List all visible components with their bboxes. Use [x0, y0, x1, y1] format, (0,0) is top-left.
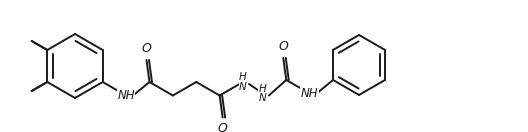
Text: O: O: [142, 42, 152, 55]
Text: NH: NH: [301, 87, 318, 100]
Text: O: O: [278, 40, 288, 53]
Text: H
N: H N: [239, 72, 247, 92]
Text: H
N: H N: [259, 84, 267, 103]
Text: NH: NH: [117, 89, 135, 102]
Text: O: O: [218, 122, 228, 132]
